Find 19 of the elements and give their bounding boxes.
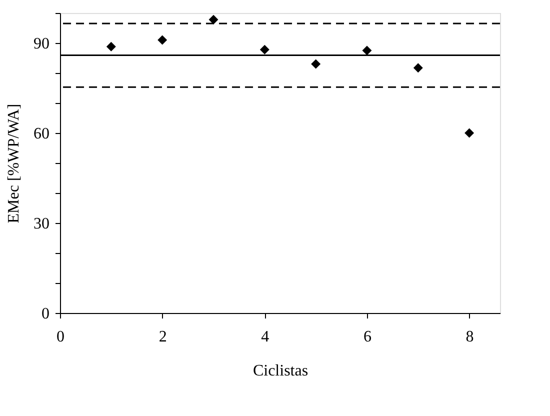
x-tick-label: 0 xyxy=(56,328,64,346)
point xyxy=(362,46,372,56)
y-tick-label: 60 xyxy=(34,126,50,142)
point xyxy=(208,14,218,24)
point xyxy=(158,35,168,45)
x-tick-label: 2 xyxy=(158,328,167,346)
y-axis-title: EMec [%WP/WA] xyxy=(6,104,22,224)
y-tick-label: 30 xyxy=(34,216,50,232)
point xyxy=(311,59,321,69)
point xyxy=(464,128,474,138)
point xyxy=(413,63,423,73)
x-tick-label: 8 xyxy=(466,328,474,346)
x-axis-title: Ciclistas xyxy=(252,362,308,380)
point xyxy=(106,42,116,52)
y-tick-label: 0 xyxy=(42,306,50,322)
x-tick-label: 6 xyxy=(363,328,372,346)
point xyxy=(260,44,270,54)
x-tick-label: 4 xyxy=(261,328,270,346)
y-tick-label: 90 xyxy=(34,36,50,52)
